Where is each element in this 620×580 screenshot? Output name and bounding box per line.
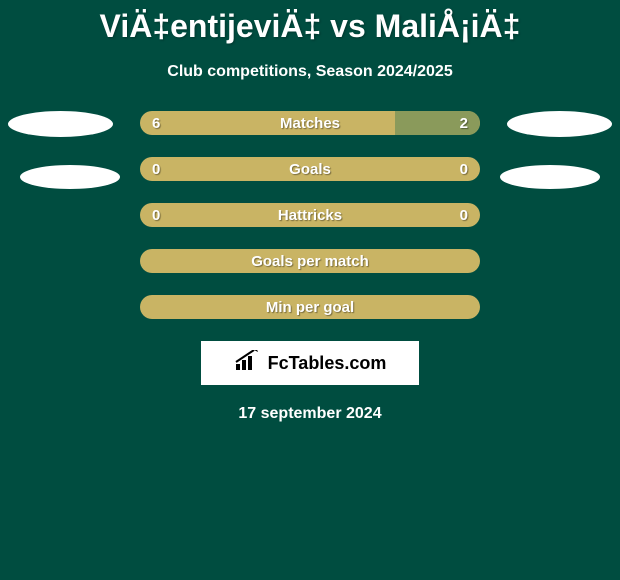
stat-value-left: 0 xyxy=(152,161,160,178)
update-date: 17 september 2024 xyxy=(0,405,620,423)
stat-bar-min-per-goal: Min per goal xyxy=(140,295,480,319)
stat-value-right: 0 xyxy=(460,161,468,178)
stat-bar-matches: 6 Matches 2 xyxy=(140,111,480,135)
stat-value-left: 6 xyxy=(152,115,160,132)
fctables-logo[interactable]: FcTables.com xyxy=(201,341,419,385)
stat-label: Goals per match xyxy=(251,253,369,270)
stats-container: 6 Matches 2 0 Goals 0 0 Hattricks 0 Goal… xyxy=(0,111,620,319)
stat-row: 0 Hattricks 0 xyxy=(0,203,620,227)
stat-row: 0 Goals 0 xyxy=(0,157,620,181)
stat-value-right: 2 xyxy=(460,115,468,132)
logo-text: FcTables.com xyxy=(268,353,387,374)
stat-bar-goals: 0 Goals 0 xyxy=(140,157,480,181)
stat-value-left: 0 xyxy=(152,207,160,224)
stat-row: 6 Matches 2 xyxy=(0,111,620,135)
stat-row: Min per goal xyxy=(0,295,620,319)
comparison-title: ViÄ‡entijeviÄ‡ vs MaliÅ¡iÄ‡ xyxy=(0,0,620,45)
stat-label: Matches xyxy=(280,115,340,132)
chart-icon xyxy=(234,350,262,377)
stat-label: Min per goal xyxy=(266,299,354,316)
comparison-subtitle: Club competitions, Season 2024/2025 xyxy=(0,63,620,81)
stat-bar-hattricks: 0 Hattricks 0 xyxy=(140,203,480,227)
stat-bar-goals-per-match: Goals per match xyxy=(140,249,480,273)
stat-row: Goals per match xyxy=(0,249,620,273)
stat-label: Hattricks xyxy=(278,207,342,224)
stat-label: Goals xyxy=(289,161,331,178)
stat-value-right: 0 xyxy=(460,207,468,224)
